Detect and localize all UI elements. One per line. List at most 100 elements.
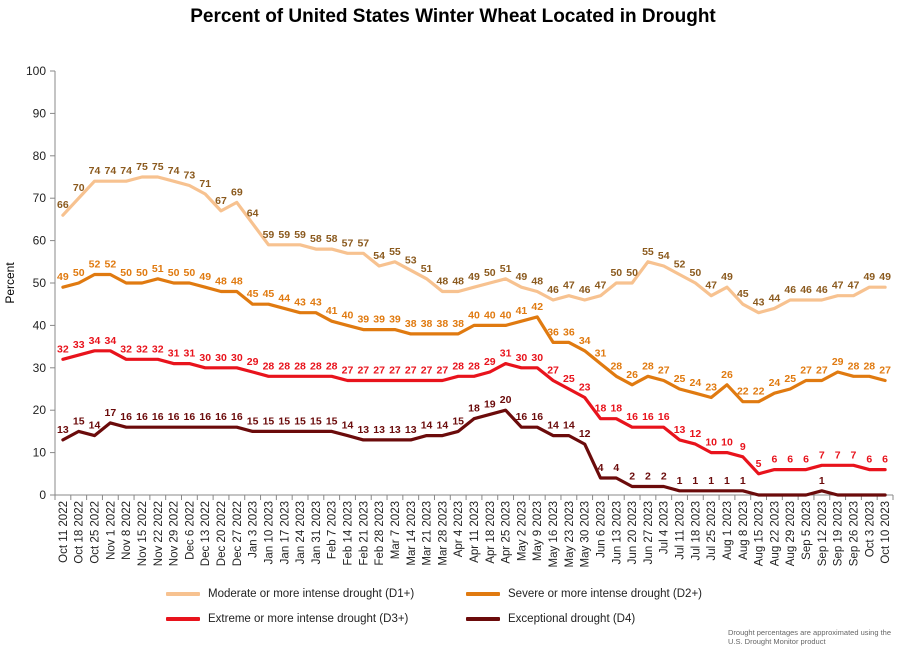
data-label: 27 [658,365,670,377]
data-label: 16 [642,411,654,423]
data-label: 47 [595,280,607,292]
x-tick-label: May 16 2023 [548,501,560,568]
legend-swatch-d2 [466,591,500,596]
data-label: 6 [882,454,888,466]
data-label: 75 [152,161,164,173]
data-label: 43 [753,297,765,309]
legend-label-d4: Exceptional drought (D4) [508,613,636,625]
data-label: 15 [294,415,306,427]
x-tick-label: Jun 27 2023 [643,501,655,564]
x-tick-label: Jul 11 2023 [675,501,687,560]
data-label: 46 [784,284,796,296]
data-label: 59 [278,229,290,241]
data-label: 54 [373,250,385,262]
data-label: 48 [531,275,543,287]
data-label: 49 [516,271,528,283]
x-tick-label: Dec 20 2022 [216,501,228,566]
x-tick-label: Feb 14 2023 [343,501,355,566]
x-tick-label: Mar 28 2023 [437,501,449,566]
data-label: 41 [326,305,338,317]
data-label: 28 [848,360,860,372]
data-label: 13 [57,424,69,436]
data-label: 32 [152,343,164,355]
data-label: 15 [278,415,290,427]
data-label: 25 [674,373,686,385]
data-label: 55 [389,246,401,258]
data-label: 48 [452,275,464,287]
data-label: 36 [547,326,559,338]
data-label: 4 [613,462,619,474]
data-label: 30 [215,352,227,364]
data-label: 47 [705,280,717,292]
y-tick-label: 0 [39,488,46,502]
data-label: 41 [516,305,528,317]
data-label: 50 [484,267,496,279]
data-label: 50 [610,267,622,279]
data-label: 22 [737,386,749,398]
data-label: 49 [721,271,733,283]
data-label: 30 [531,352,543,364]
data-label: 6 [866,454,872,466]
x-tick-label: Aug 22 2023 [769,501,781,566]
x-tick-label: Aug 15 2023 [754,501,766,566]
data-label: 46 [816,284,828,296]
series-lines [61,175,887,497]
data-label: 50 [626,267,638,279]
data-label: 26 [721,369,733,381]
data-label: 31 [595,348,607,360]
x-tick-label: Jul 25 2023 [706,501,718,560]
data-label: 27 [373,365,385,377]
data-label: 49 [57,271,69,283]
data-label: 16 [516,411,528,423]
x-tick-label: Apr 4 2023 [453,501,465,557]
data-label: 31 [168,348,180,360]
data-label: 13 [389,424,401,436]
data-label: 12 [690,428,702,440]
data-label: 50 [120,267,132,279]
data-label: 6 [803,454,809,466]
data-label: 38 [421,318,433,330]
data-label: 43 [294,297,306,309]
data-label: 40 [500,309,512,321]
series-line-0 [61,175,887,315]
data-label: 34 [579,335,591,347]
x-tick-label: Aug 29 2023 [785,501,797,566]
data-label: 38 [405,318,417,330]
x-tick-label: Feb 21 2023 [358,501,370,566]
x-tick-label: Jan 10 2023 [263,501,275,564]
x-tick-label: Apr 25 2023 [501,501,513,564]
data-label: 67 [215,195,227,207]
data-label: 52 [89,259,101,271]
legend-item-d1: Moderate or more intense drought (D1+) [166,588,414,600]
legend-swatch-d3 [166,616,200,621]
data-label: 10 [705,437,717,449]
data-label: 15 [73,415,85,427]
x-tick-label: Nov 15 2022 [137,501,149,566]
data-label: 28 [263,360,275,372]
x-tick-label: Feb 28 2023 [374,501,386,566]
data-label: 28 [863,360,875,372]
x-tick-label: Jan 24 2023 [295,501,307,564]
data-label: 40 [342,309,354,321]
data-label: 34 [89,335,101,347]
data-label: 40 [468,309,480,321]
x-tick-label: Sep 12 2023 [817,501,829,566]
x-tick-label: Nov 8 2022 [121,501,133,560]
data-label: 51 [421,263,433,275]
data-label: 64 [247,208,259,220]
data-label: 1 [692,475,698,487]
x-tick-label: Oct 25 2022 [90,501,102,564]
data-label: 49 [468,271,480,283]
y-tick-label: 90 [33,106,47,120]
y-tick-label: 30 [33,361,47,375]
series-line-2 [61,349,887,476]
data-label: 16 [531,411,543,423]
data-label: 2 [661,471,667,483]
data-label: 45 [263,288,275,300]
data-label: 28 [642,360,654,372]
data-label: 55 [642,246,654,258]
data-label: 15 [310,415,322,427]
x-tick-label: Feb 7 2023 [327,501,339,559]
data-label: 27 [389,365,401,377]
data-label: 28 [326,360,338,372]
